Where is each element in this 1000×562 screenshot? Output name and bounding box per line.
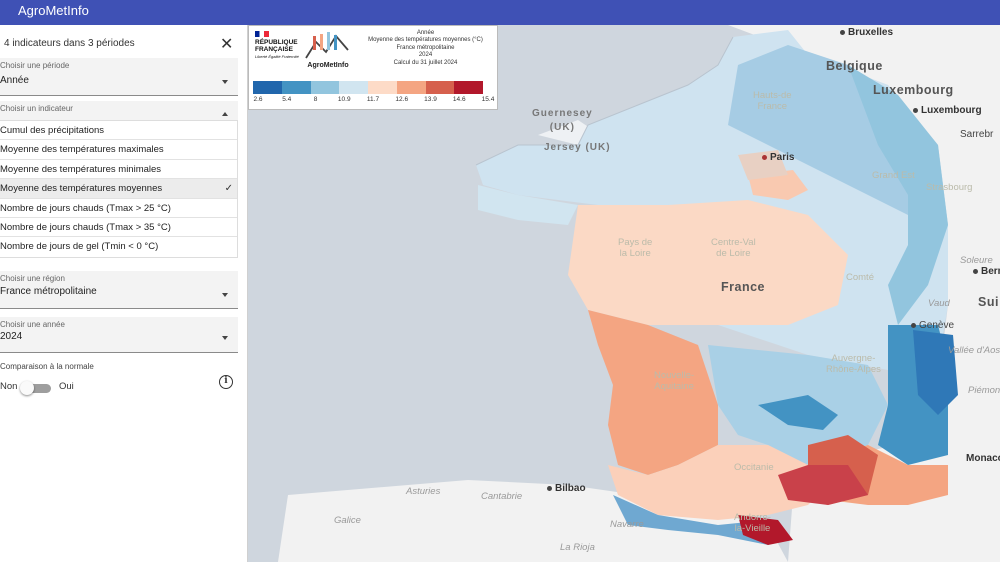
indicator-select[interactable]: Choisir un indicateur <box>0 101 238 121</box>
country-belgique: Belgique <box>826 59 883 73</box>
color-scale-swatch <box>425 81 455 94</box>
period-select[interactable]: Choisir une période Année <box>0 58 238 96</box>
france-choropleth <box>476 30 958 545</box>
region-pays-de-la-loire: Pays de la Loire <box>618 237 653 259</box>
color-scale-swatch <box>368 81 397 94</box>
year-select[interactable]: Choisir une année 2024 <box>0 317 238 353</box>
region-auvergne-rhone-alpes: Auvergne- Rhône-Alpes <box>826 353 881 375</box>
region-soleure: Soleure <box>960 255 993 266</box>
list-item[interactable]: Nombre de jours chauds (Tmax > 25 °C) <box>0 199 237 218</box>
city-saarbrucken: Sarrebr <box>960 129 994 140</box>
toggle-knob <box>20 381 34 395</box>
color-scale-swatch <box>281 81 311 94</box>
city-monaco: Monaco <box>966 453 1000 464</box>
region-hauts-de-france: Hauts-de France <box>753 90 792 112</box>
city-bilbao: Bilbao <box>547 483 586 494</box>
period-label: Choisir une période <box>0 61 70 70</box>
chevron-up-icon <box>222 112 228 116</box>
color-scale-tick-label: 15.4 <box>481 96 495 103</box>
color-scale-tick-label: 12.6 <box>395 96 409 103</box>
list-item[interactable]: Moyenne des températures maximales <box>0 140 237 160</box>
region-la-rioja: La Rioja <box>560 542 595 553</box>
color-scale-swatch <box>253 81 282 94</box>
region-occitanie: Occitanie <box>734 462 774 473</box>
city-berne: Bern <box>973 266 1000 277</box>
flag-icon <box>255 31 269 37</box>
year-label: Choisir une année <box>0 320 65 329</box>
check-icon: ✓ <box>224 183 233 195</box>
list-item-selected[interactable]: Moyenne des températures moyennes ✓ <box>0 179 237 199</box>
country-france: France <box>721 280 765 294</box>
indicator-list: Cumul des précipitations Moyenne des tem… <box>0 120 238 258</box>
region-aoste: Vallée d'Aoste <box>948 345 1000 356</box>
region-centre-val-de-loire: Centre-Val de Loire <box>711 237 756 259</box>
toggle-on-label: Oui <box>59 381 74 392</box>
list-item[interactable]: Moyenne des températures minimales <box>0 160 237 180</box>
republique-francaise-logo: RÉPUBLIQUE FRANÇAISE Liberté Égalité Fra… <box>255 31 303 60</box>
region-asturies: Asturies <box>406 486 441 497</box>
region-galice: Galice <box>334 515 361 526</box>
info-icon[interactable]: i <box>219 375 233 389</box>
land-channel-islands <box>538 120 593 145</box>
agrometinfo-emblem-icon <box>305 32 349 59</box>
color-scale-swatch <box>310 81 340 94</box>
indicator-label: Choisir un indicateur <box>0 104 73 113</box>
color-scale-tick-label: 14.6 <box>452 96 466 103</box>
country-luxembourg: Luxembourg <box>873 83 954 97</box>
panel-header: 4 indicateurs dans 3 périodes <box>4 38 135 49</box>
chevron-down-icon <box>222 336 228 340</box>
region-cantabrie: Cantabrie <box>481 491 523 502</box>
app-title: AgroMetInfo <box>18 3 89 18</box>
region-bourgogne-franche-comte: Comté <box>846 272 874 283</box>
region-value: France métropolitaine <box>0 286 97 297</box>
normal-comparison-label: Comparaison à la normale <box>0 362 94 371</box>
city-paris: Paris <box>762 152 794 163</box>
label-guernesey: Guernesey (UK) <box>532 108 593 133</box>
city-bruxelles: Bruxelles <box>840 27 893 38</box>
region-grand-est: Grand Est <box>872 170 915 181</box>
color-scale-swatch <box>396 81 426 94</box>
color-scale-tick-label: 5.4 <box>282 96 292 103</box>
color-scale-tick-label: 10.9 <box>337 96 351 103</box>
map-view[interactable]: Bruxelles Belgique Luxembourg Luxembourg… <box>248 25 1000 562</box>
period-value: Année <box>0 75 29 86</box>
label-jersey: Jersey (UK) <box>544 142 611 153</box>
year-value: 2024 <box>0 331 23 342</box>
color-scale-tick-label: 2.6 <box>253 96 263 103</box>
list-item[interactable]: Nombre de jours de gel (Tmin < 0 °C) <box>0 241 159 253</box>
chevron-down-icon <box>222 80 228 84</box>
map-legend: RÉPUBLIQUE FRANÇAISE Liberté Égalité Fra… <box>248 25 498 110</box>
color-scale-swatch <box>339 81 368 94</box>
color-scale <box>253 81 483 94</box>
city-geneve: Genève <box>911 320 954 331</box>
country-suisse: Sui <box>978 295 999 309</box>
legend-caption: Année Moyenne des températures moyennes … <box>368 30 483 66</box>
region-label: Choisir une région <box>0 274 65 283</box>
app-bar: AgroMetInfo <box>0 0 1000 25</box>
color-scale-tick-label: 11.7 <box>366 96 380 103</box>
list-item[interactable]: Cumul des précipitations <box>0 121 237 141</box>
region-navarre: Navarre <box>610 519 644 530</box>
normal-comparison-toggle[interactable] <box>20 381 51 395</box>
region-select[interactable]: Choisir une région France métropolitaine <box>0 271 238 309</box>
list-item[interactable]: Nombre de jours chauds (Tmax > 35 °C) <box>0 218 237 238</box>
agrometinfo-logo: AgroMetInfo <box>304 30 352 70</box>
toggle-off-label: Non <box>0 381 18 392</box>
city-strasbourg: Strasbourg <box>926 182 973 193</box>
city-luxembourg: Luxembourg <box>913 105 982 116</box>
color-scale-tick-label: 13.9 <box>424 96 437 103</box>
chevron-down-icon <box>222 293 228 297</box>
close-icon[interactable]: ✕ <box>220 36 234 53</box>
toggle-track <box>23 384 51 393</box>
region-nouvelle-aquitaine: Nouvelle- Aquitaine <box>654 370 695 392</box>
color-scale-swatch <box>454 81 483 94</box>
region-vaud: Vaud <box>928 298 950 309</box>
region-piemont: Piémont <box>968 385 1000 396</box>
city-andorre: Andorre-la-Vieille <box>734 512 771 534</box>
map-canvas <box>278 25 1000 562</box>
color-scale-tick-label: 8 <box>313 96 318 103</box>
filter-panel: 4 indicateurs dans 3 périodes ✕ Choisir … <box>0 25 248 562</box>
color-scale-ticks: 2.6 5.4 8 10.9 11.7 12.6 13.9 14.6 15.4 <box>249 96 499 106</box>
